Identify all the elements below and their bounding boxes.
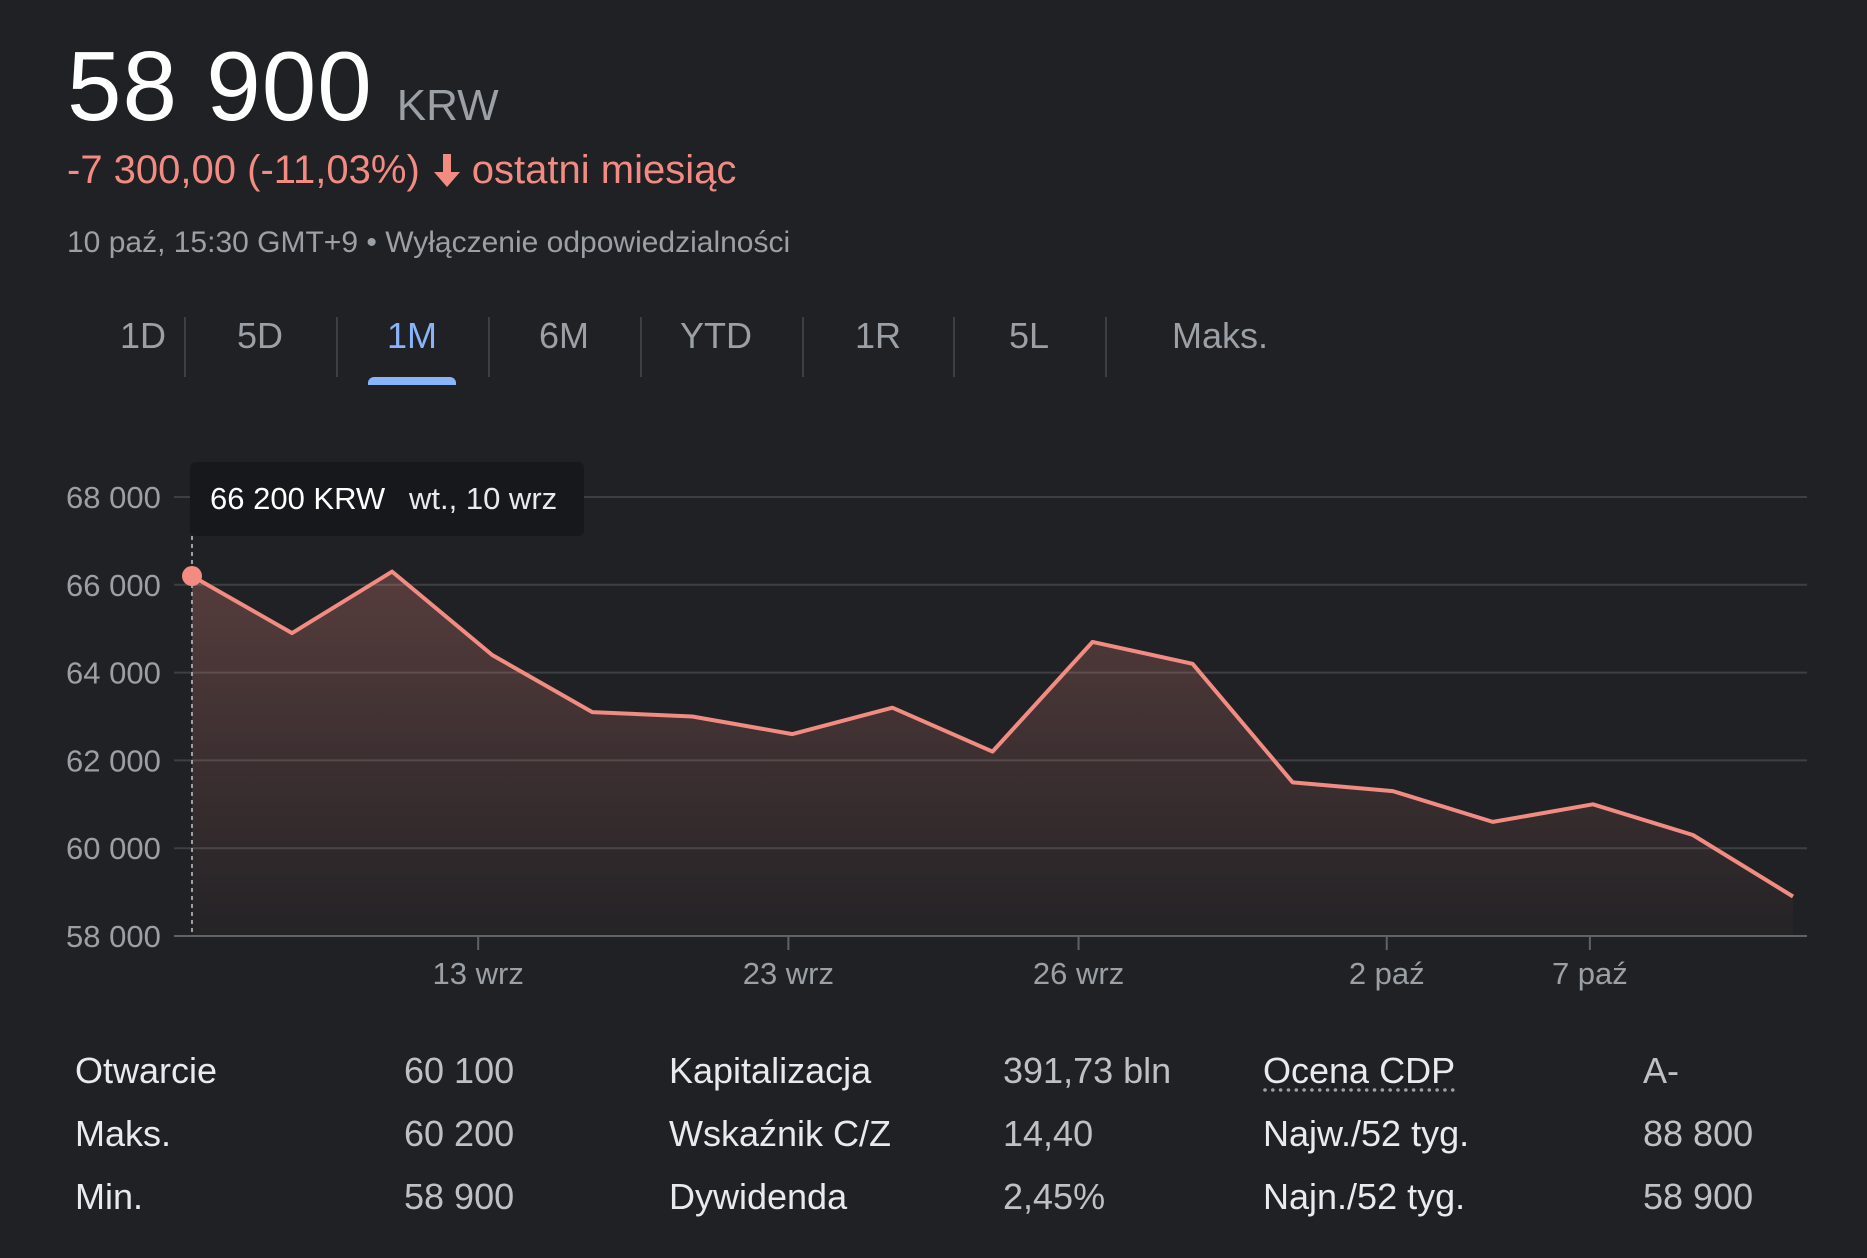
x-tick-label: 13 wrz [433, 956, 524, 991]
stat-value: 2,45% [1003, 1176, 1106, 1217]
tab-label: 1D [119, 315, 167, 356]
price-change: -7 300,00 (-11,03%) ostatni miesiąc [67, 148, 736, 193]
tab-divider [336, 317, 338, 377]
tab-6m[interactable]: 6M [488, 315, 640, 385]
y-tick-label: 68 000 [66, 480, 161, 515]
tab-label: 5L [1008, 315, 1050, 356]
stat-value: 14,40 [1003, 1113, 1094, 1154]
stat-value: 58 900 [404, 1176, 515, 1217]
tab-label: 1R [854, 315, 902, 356]
tooltip-date: wt., 10 wrz [408, 481, 557, 516]
x-tick-label: 2 paź [1349, 956, 1425, 991]
tab-5d[interactable]: 5D [184, 315, 336, 385]
change-value: -7 300,00 (-11,03%) [67, 148, 420, 192]
y-tick-label: 60 000 [66, 831, 161, 866]
change-period: ostatni miesiąc [471, 148, 737, 192]
tooltip-box [190, 462, 584, 536]
stat-label: Min. [75, 1176, 144, 1217]
price-line [191, 569, 1795, 899]
x-tick-label: 23 wrz [743, 956, 834, 991]
tab-1d[interactable]: 1D [67, 315, 219, 385]
tab-divider [640, 317, 642, 377]
stat-label: Maks. [75, 1113, 172, 1154]
stat-label: Najn./52 tyg. [1263, 1176, 1466, 1217]
tab-divider [488, 317, 490, 377]
active-tab-indicator [368, 377, 456, 385]
y-tick-label: 62 000 [66, 743, 161, 778]
stat-label: Kapitalizacja [669, 1050, 872, 1091]
tab-divider [953, 317, 955, 377]
y-tick-label: 64 000 [66, 656, 161, 691]
stat-label: Otwarcie [75, 1050, 218, 1091]
arrow-down-icon [432, 153, 462, 188]
x-tick-label: 7 paź [1552, 956, 1628, 991]
y-tick-label: 66 000 [66, 568, 161, 603]
tab-1r[interactable]: 1R [802, 315, 954, 385]
stat-value: 58 900 [1643, 1176, 1754, 1217]
tab-divider [1105, 317, 1107, 377]
meta-separator: • [366, 226, 377, 259]
cdp-score-link[interactable]: Ocena CDP [1263, 1050, 1456, 1091]
tab-ytd[interactable]: YTD [640, 315, 792, 385]
stat-label: Dywidenda [669, 1176, 848, 1217]
disclaimer-link[interactable]: Wyłączenie odpowiedzialności [385, 226, 791, 259]
tab-5l[interactable]: 5L [953, 315, 1105, 385]
x-axis: 13 wrz 23 wrz 26 wrz 2 paź 7 paź [433, 936, 1628, 991]
tab-divider [184, 317, 186, 377]
stat-label: Najw./52 tyg. [1263, 1113, 1470, 1154]
tab-1m[interactable]: 1M [336, 315, 488, 385]
current-price: 58 900 [67, 31, 373, 141]
tooltip-price: 66 200 KRW [210, 481, 386, 516]
tab-label: 6M [538, 315, 589, 356]
tab-label: 5D [236, 315, 284, 356]
stat-value: 391,73 bln [1003, 1050, 1172, 1091]
price-chart[interactable]: 68 000 66 000 64 000 62 000 60 000 58 000 13 … [0, 0, 1867, 1010]
stat-label: Wskaźnik C/Z [669, 1113, 892, 1154]
stat-value: 60 200 [404, 1113, 515, 1154]
price-header: 58 900 KRW [67, 30, 499, 143]
x-tick-label: 26 wrz [1033, 956, 1124, 991]
stat-value: 88 800 [1643, 1113, 1754, 1154]
tab-label: 1M [386, 315, 437, 356]
tab-label: YTD [680, 315, 752, 356]
stat-value: 60 100 [404, 1050, 515, 1091]
y-axis: 68 000 66 000 64 000 62 000 60 000 58 000 [66, 480, 161, 954]
quote-meta: 10 paź, 15:30 GMT+9 • Wyłączenie odpowie… [67, 226, 790, 260]
stat-value: A- [1643, 1050, 1679, 1091]
tab-max[interactable]: Maks. [1130, 315, 1310, 385]
chart-tooltip: 66 200 KRW wt., 10 wrz [190, 462, 584, 536]
y-tick-label: 58 000 [66, 919, 161, 954]
hover-point [182, 566, 202, 587]
currency-code: KRW [396, 81, 499, 130]
tab-divider [802, 317, 804, 377]
tab-label: Maks. [1171, 315, 1268, 356]
quote-timestamp: 10 paź, 15:30 GMT+9 [67, 226, 359, 259]
price-area [192, 571, 1793, 936]
